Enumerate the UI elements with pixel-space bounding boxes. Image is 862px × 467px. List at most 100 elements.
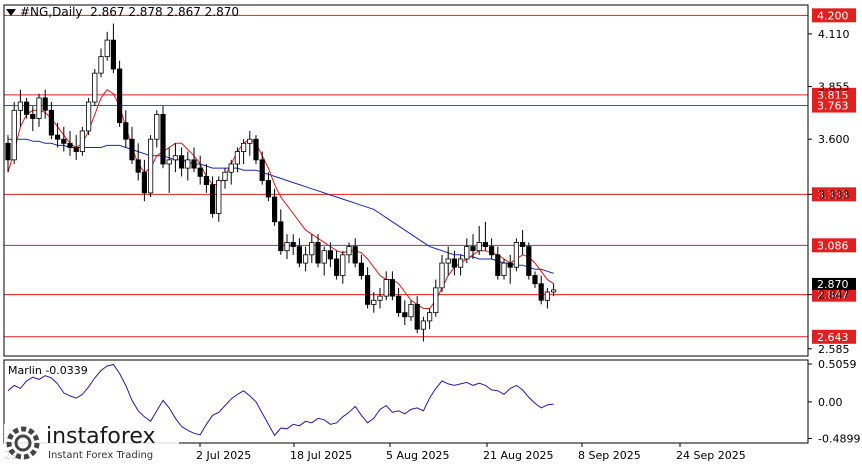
candle-body: [470, 246, 476, 252]
candle-body: [191, 159, 197, 169]
candle-body: [92, 72, 98, 103]
candle-body: [327, 250, 334, 260]
candle-body: [358, 262, 365, 276]
oscillator-line: [7, 363, 554, 437]
candle-body: [364, 275, 371, 305]
candle-body: [352, 246, 358, 264]
level-label-box: [812, 98, 856, 113]
price-tick-label: 2.585: [818, 343, 850, 356]
level-label: 2.847: [817, 289, 849, 302]
candle-body: [104, 39, 110, 58]
candle-body: [309, 242, 315, 256]
candle-body: [141, 171, 147, 194]
candle-body: [346, 246, 352, 256]
candle-body: [271, 196, 278, 223]
candle-body: [48, 109, 55, 136]
level-label-box: [812, 8, 856, 23]
price-tick-label: 3.600: [818, 133, 850, 146]
candle-body: [526, 246, 532, 276]
candle-body: [333, 258, 340, 276]
candle-body: [209, 184, 216, 214]
candle-body: [383, 279, 389, 297]
level-label: 4.200: [817, 9, 849, 22]
time-tick-label: 24 Sep 2025: [676, 449, 746, 462]
slow-ma-line: [8, 138, 554, 274]
time-tick-label: 2 Jul 2025: [196, 449, 251, 462]
candle-body: [117, 68, 123, 124]
candle-body: [395, 295, 402, 314]
candle-body: [185, 159, 191, 169]
gear-logo-icon: [6, 426, 40, 460]
price-panel-frame: [3, 4, 809, 357]
candle-body: [321, 250, 327, 264]
logo-tagline: Instant Forex Trading: [48, 450, 154, 461]
oscillator-panel: 0.5059 0.00 -0.4899 Marlin -0.0339: [7, 358, 860, 446]
candle-body: [389, 279, 396, 297]
candle-body: [129, 138, 135, 161]
current-price-label: 2.870: [817, 278, 849, 291]
candle-body: [36, 97, 42, 119]
candles: [5, 23, 557, 342]
level-label-box: [812, 287, 856, 302]
candle-body: [197, 167, 203, 177]
candle-body: [147, 138, 154, 194]
osc-tick-label: 0.5059: [818, 358, 857, 371]
candle-body: [30, 114, 36, 119]
level-label: 3.763: [817, 100, 849, 113]
candle-body: [86, 101, 92, 132]
osc-tick-label: -0.4899: [818, 433, 860, 446]
candle-body: [414, 303, 420, 330]
candle-body: [538, 283, 544, 301]
candle-body: [402, 312, 408, 318]
candle-body: [520, 242, 526, 247]
candle-body: [532, 275, 538, 285]
candle-body: [55, 134, 61, 140]
ohlc-values: 2.867 2.878 2.867 2.870: [90, 5, 240, 19]
level-label-box: [812, 87, 856, 102]
candle-body: [420, 320, 427, 330]
candle-body: [247, 138, 253, 144]
symbol-label: #NG,Daily: [20, 5, 83, 19]
candle-body: [544, 291, 551, 301]
candle-body: [501, 262, 507, 276]
candle-body: [439, 262, 445, 289]
level-label: 3.333: [817, 188, 849, 201]
candle-body: [451, 258, 458, 268]
price-tick-label: 4.110: [818, 28, 850, 41]
candle-body: [290, 242, 296, 247]
candle-body: [23, 101, 30, 115]
candle-body: [513, 242, 520, 268]
candle-body: [433, 287, 439, 314]
candle-body: [123, 122, 129, 140]
osc-tick-label: 0.00: [818, 396, 843, 409]
logo-name: instaforex: [46, 424, 156, 449]
candle-body: [240, 142, 247, 152]
level-label-box: [812, 329, 856, 344]
candle-body: [11, 109, 17, 161]
candle-body: [79, 130, 85, 152]
time-tick-label: 8 Sep 2025: [578, 449, 641, 462]
oscillator-panel-frame: [3, 359, 809, 444]
candle-body: [284, 242, 290, 252]
candle-body: [110, 39, 116, 70]
candle-body: [482, 242, 489, 247]
candle-body: [135, 159, 141, 173]
candle-body: [259, 159, 265, 181]
candle-body: [253, 138, 259, 161]
candle-body: [488, 246, 495, 256]
candle-body: [445, 258, 451, 264]
candle-body: [464, 246, 470, 260]
candle-body: [495, 254, 501, 276]
collapse-triangle-icon[interactable]: [6, 9, 16, 16]
candle-body: [17, 101, 24, 111]
level-label: 3.086: [817, 239, 849, 252]
candle-body: [302, 254, 309, 264]
candle-body: [228, 163, 234, 173]
candle-body: [222, 171, 228, 181]
candle-body: [67, 142, 73, 148]
candle-body: [371, 299, 377, 305]
candle-body: [42, 97, 48, 111]
candle-body: [340, 254, 346, 276]
